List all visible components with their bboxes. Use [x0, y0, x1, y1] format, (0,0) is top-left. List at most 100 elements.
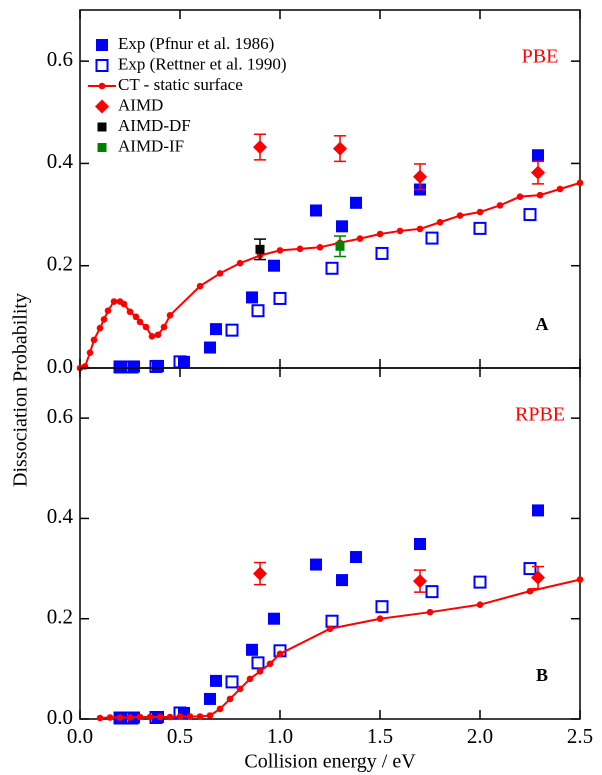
legend-label: AIMD-DF	[118, 116, 191, 135]
dot-marker	[456, 212, 464, 219]
dot-marker	[296, 245, 304, 253]
dot-marker	[104, 307, 112, 315]
square-marker	[210, 323, 222, 336]
open-square-marker	[523, 562, 537, 576]
dot-marker	[166, 312, 174, 319]
square-marker	[97, 143, 107, 152]
square-marker	[204, 341, 216, 354]
series-line	[99, 578, 581, 719]
dot-marker	[436, 218, 444, 226]
dot-marker	[136, 318, 144, 326]
square-marker	[268, 612, 280, 625]
model-label: RPBE	[515, 404, 565, 426]
dot-marker	[516, 193, 524, 200]
dot-marker	[132, 313, 140, 321]
dot-marker	[476, 208, 484, 216]
dot-marker	[160, 323, 168, 331]
dot-marker	[356, 235, 364, 242]
series-line	[79, 181, 581, 369]
dot-marker	[154, 331, 162, 339]
open-square-marker	[273, 291, 287, 305]
square-marker	[255, 244, 265, 254]
dot-marker	[196, 282, 204, 290]
open-square-marker	[251, 656, 265, 670]
open-square-marker	[251, 304, 265, 318]
diamond-marker	[531, 570, 545, 585]
panel-label: B	[536, 665, 548, 685]
square-marker	[268, 259, 280, 272]
dot-marker	[416, 225, 424, 233]
open-square-marker	[473, 221, 487, 235]
dot-marker	[96, 324, 104, 332]
dot-marker	[396, 227, 404, 235]
dot-marker	[146, 713, 154, 721]
diamond-marker	[413, 169, 427, 184]
dot-marker	[316, 244, 324, 251]
x-tick-label: 0.5	[167, 724, 193, 748]
legend-label: Exp (Rettner et al. 1990)	[118, 54, 287, 73]
square-marker	[96, 39, 108, 51]
y-tick-label: 0.0	[47, 705, 73, 729]
dot-marker	[86, 349, 94, 356]
diamond-marker	[333, 141, 347, 156]
dot-marker	[126, 714, 134, 721]
dot-marker	[148, 332, 156, 340]
open-square-marker	[125, 360, 139, 374]
square-marker	[350, 196, 362, 209]
dot-marker	[266, 660, 274, 668]
open-square-marker	[149, 359, 163, 373]
plot-frame	[79, 367, 581, 720]
dot-marker	[276, 247, 284, 254]
dot-marker	[81, 363, 89, 370]
x-tick-label: 2.0	[467, 724, 493, 748]
dot-marker	[216, 270, 224, 277]
diamond-marker	[253, 566, 267, 581]
square-marker	[246, 291, 258, 304]
dot-marker	[326, 625, 334, 633]
diamond-marker	[413, 574, 427, 589]
y-tick-label: 0.6	[47, 47, 73, 71]
x-axis-label: Collision energy / eV	[244, 751, 416, 773]
dot-marker	[116, 714, 124, 721]
open-square-marker	[523, 208, 537, 222]
x-tick-label: 1.0	[267, 724, 293, 748]
square-marker	[335, 241, 345, 251]
open-square-marker	[375, 600, 389, 614]
open-square-marker	[325, 261, 339, 275]
dot-marker	[536, 191, 544, 199]
square-marker	[336, 220, 348, 233]
square-marker	[210, 674, 222, 687]
dot-marker	[120, 300, 128, 308]
legend-label: CT - static surface	[118, 75, 243, 94]
dot-marker	[376, 615, 384, 623]
dot-marker	[196, 713, 204, 720]
square-marker	[310, 558, 322, 571]
open-square-marker	[425, 585, 439, 599]
dot-marker	[226, 695, 234, 703]
dot-marker	[216, 705, 224, 713]
square-marker	[532, 149, 544, 162]
dot-marker	[156, 713, 164, 721]
square-marker	[178, 355, 190, 368]
open-square-marker	[225, 323, 239, 337]
open-square-marker	[375, 246, 389, 260]
legend-label: Exp (Pfnur et al. 1986)	[118, 34, 274, 53]
square-marker	[114, 360, 126, 373]
square-marker	[350, 551, 362, 564]
dot-marker	[426, 608, 434, 616]
dot-marker	[256, 668, 264, 675]
dot-marker	[276, 650, 284, 658]
dot-marker	[100, 316, 108, 323]
y-tick-label: 0.0	[47, 354, 73, 378]
dot-marker	[96, 714, 104, 722]
model-label: PBE	[522, 46, 559, 68]
y-tick-label: 0.6	[47, 404, 73, 428]
square-marker	[414, 538, 426, 551]
open-square-marker	[473, 575, 487, 589]
square-marker	[97, 122, 107, 132]
dot-marker	[476, 601, 484, 608]
dot-marker	[136, 713, 144, 721]
diamond-marker	[95, 99, 109, 114]
square-marker	[336, 574, 348, 587]
dot-marker	[236, 259, 244, 267]
